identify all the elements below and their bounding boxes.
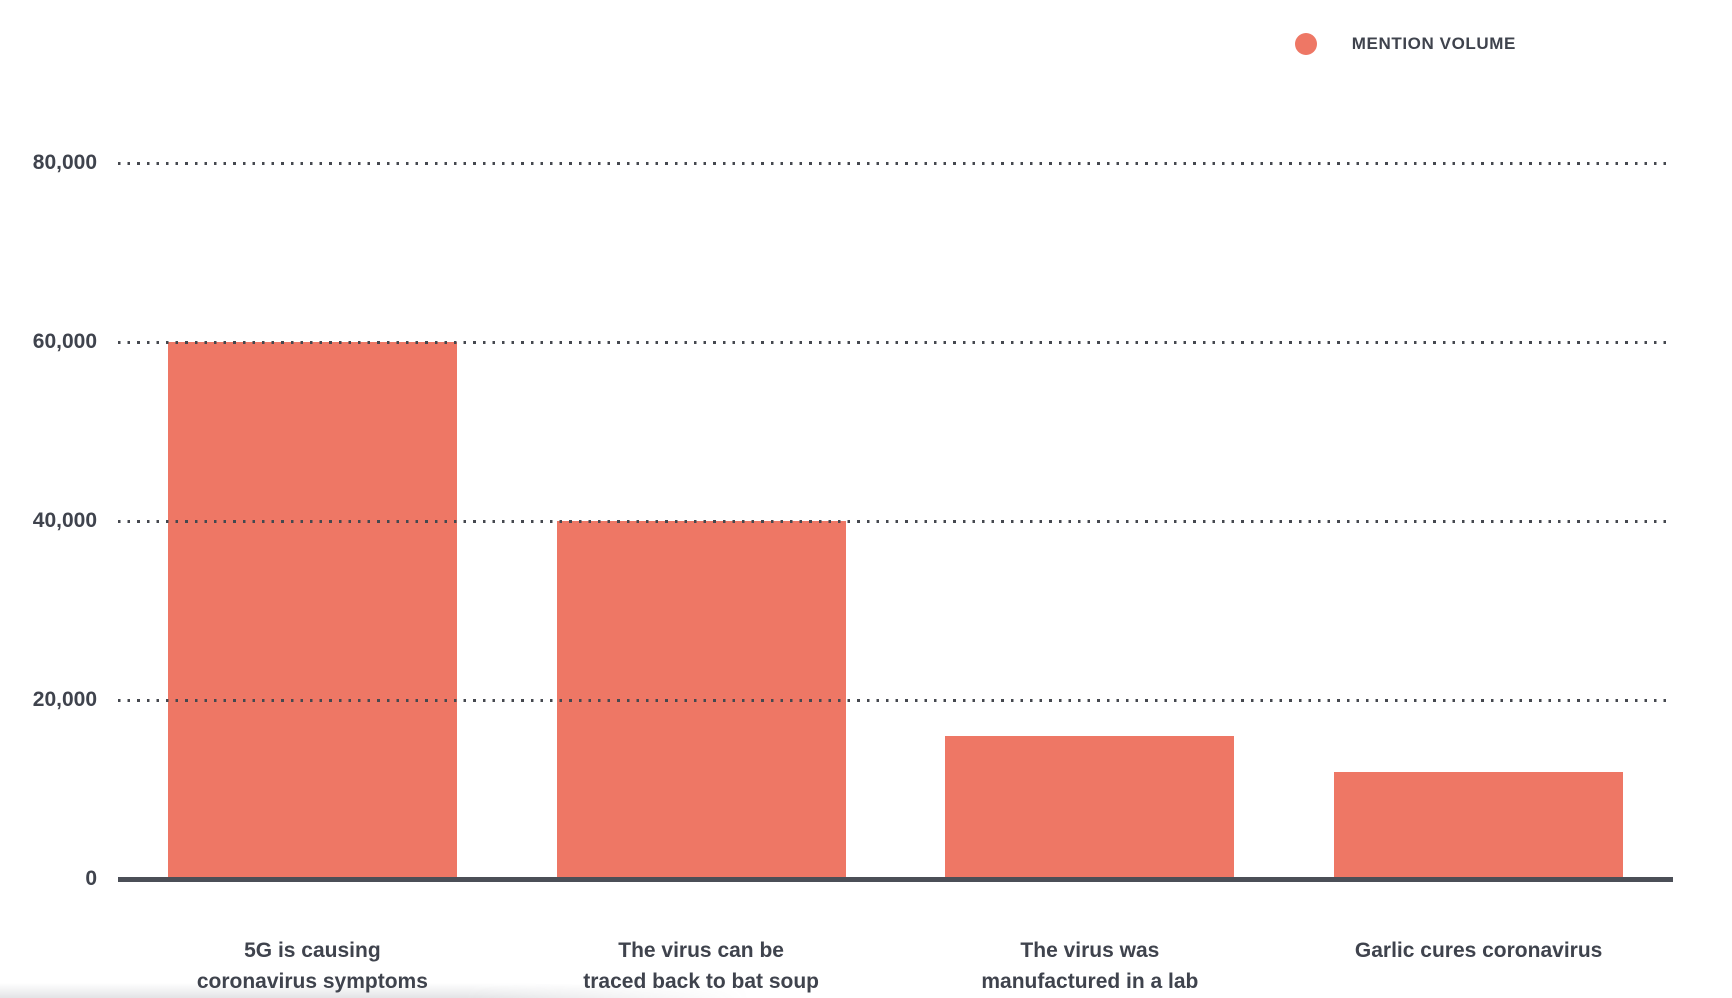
bar-virus-manufactured-in-lab[interactable] (945, 735, 1235, 879)
y-tick-label-40000: 40,000 (32, 509, 97, 532)
bar-slot (1284, 163, 1673, 879)
legend-item-mention-volume[interactable]: MENTION VOLUME (1294, 33, 1516, 55)
y-tick-label-60000: 60,000 (32, 330, 97, 353)
bar-5g-causing-coronavirus[interactable] (167, 342, 457, 879)
y-tick-label-80000: 80,000 (32, 151, 97, 174)
gridline-20000 (118, 699, 1673, 702)
y-tick-label-0: 0 (85, 867, 97, 890)
legend-label: MENTION VOLUME (1351, 34, 1516, 53)
y-tick-label-20000: 20,000 (32, 688, 97, 711)
bar-slot (896, 163, 1285, 879)
x-label-virus-manufactured-in-lab: The virus was manufactured in a lab (981, 939, 1199, 993)
gridline-60000 (118, 341, 1673, 344)
bar-garlic-cures-coronavirus[interactable] (1334, 771, 1624, 879)
plot-area (118, 162, 1673, 882)
gridline-40000 (118, 520, 1673, 523)
gridline-80000 (118, 162, 1673, 165)
x-label-garlic-cures-coronavirus: Garlic cures coronavirus (1354, 939, 1603, 962)
x-axis-labels: 5G is causing coronavirus symptoms The v… (118, 935, 1673, 997)
x-axis-line (118, 877, 1673, 882)
x-label-5g-causing-coronavirus: 5G is causing coronavirus symptoms (196, 939, 428, 993)
legend-marker-icon (1294, 33, 1317, 55)
bar-slot (118, 163, 507, 879)
x-label-virus-traced-to-bat-soup: The virus can be traced back to bat soup (583, 939, 819, 993)
